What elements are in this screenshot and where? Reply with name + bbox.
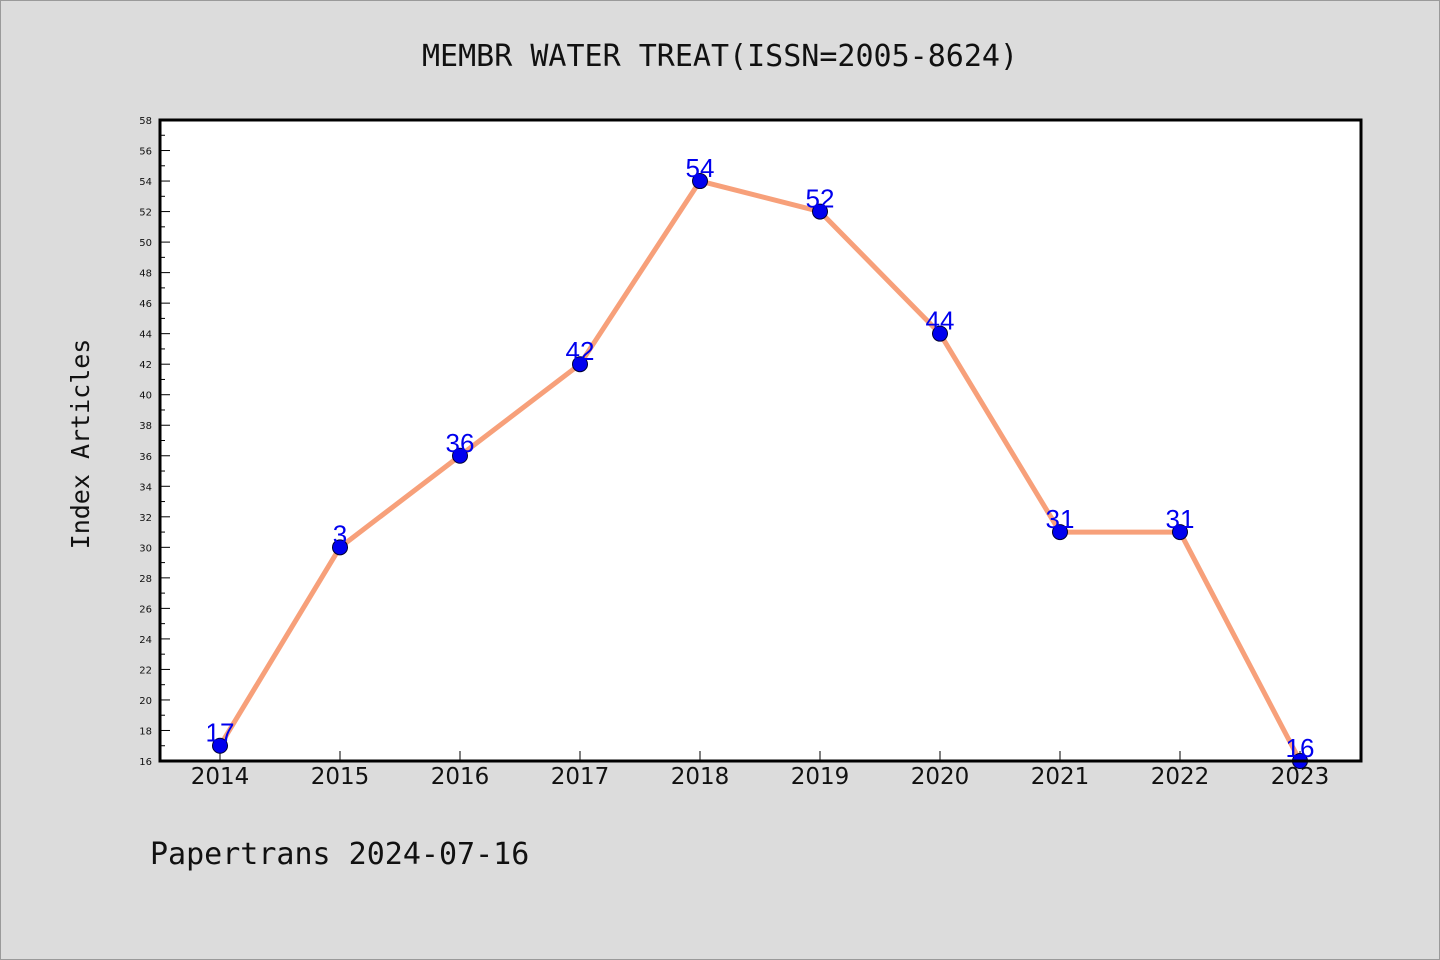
y-tick-label: 46 [139,299,152,310]
y-tick-label: 52 [139,208,152,219]
x-tick-label: 2018 [671,764,730,790]
x-tick-label: 2017 [551,764,610,790]
x-tick-label: 2021 [1031,764,1090,790]
data-label: 31 [1166,504,1195,534]
chart-title: MEMBR WATER TREAT(ISSN=2005-8624) [422,39,1018,74]
data-label: 3 [333,519,347,549]
data-label: 54 [686,153,715,183]
data-label: 16 [1286,733,1315,763]
data-point [932,325,948,342]
y-tick-label: 56 [139,147,152,158]
data-label: 44 [926,306,955,336]
y-tick-label: 22 [139,665,152,676]
plot-area [160,120,1361,761]
data-label: 17 [206,718,235,748]
data-label: 31 [1046,504,1075,534]
y-tick-label: 30 [139,543,152,554]
y-tick-label: 18 [139,726,152,737]
y-tick-label: 16 [139,757,152,768]
y-tick-label: 44 [139,330,152,341]
series-line [217,178,1303,764]
plot-border [158,118,1363,763]
x-tick-label: 2014 [191,764,250,790]
x-axis: 2014 2015 2016 2017 2018 2019 2020 2021 2022 2023 [191,751,1329,790]
y-tick-label: 20 [139,696,152,707]
x-tick-label: 2015 [311,764,370,790]
y-tick-label: 28 [139,574,152,585]
x-tick-label: 2019 [791,764,850,790]
data-point [212,737,228,754]
data-point [572,356,588,373]
y-tick-label: 36 [139,452,152,463]
data-point [1052,524,1068,541]
data-point [452,447,468,464]
data-point [332,539,348,556]
x-tick-label: 2022 [1151,764,1210,790]
y-axis: 16 18 20 22 24 26 28 30 32 34 36 38 40 42 44 46 48 50 52 54… [139,116,170,768]
x-tick-label: 2016 [431,764,490,790]
data-point [1172,524,1188,541]
x-tick-label: 2020 [911,764,970,790]
data-point [812,203,828,220]
y-tick-label: 48 [139,269,152,280]
series-layer: 17 3 36 42 54 52 44 31 31 16 [206,153,1315,769]
y-tick-label: 40 [139,391,152,402]
data-label: 42 [566,336,595,366]
data-label: 36 [446,428,475,458]
y-tick-label: 24 [139,635,152,646]
y-tick-label: 26 [139,604,152,615]
y-tick-label: 58 [139,116,152,127]
y-tick-label: 38 [139,421,152,432]
y-tick-label: 50 [139,238,152,249]
y-tick-label: 32 [139,513,152,524]
y-axis-label: Index Articles [66,339,95,550]
y-tick-label: 42 [139,360,152,371]
y-tick-label: 34 [139,482,152,493]
data-point [692,173,708,190]
footer-credit: Papertrans 2024-07-16 [150,837,529,872]
data-label: 52 [806,184,835,214]
y-tick-label: 54 [139,177,152,188]
